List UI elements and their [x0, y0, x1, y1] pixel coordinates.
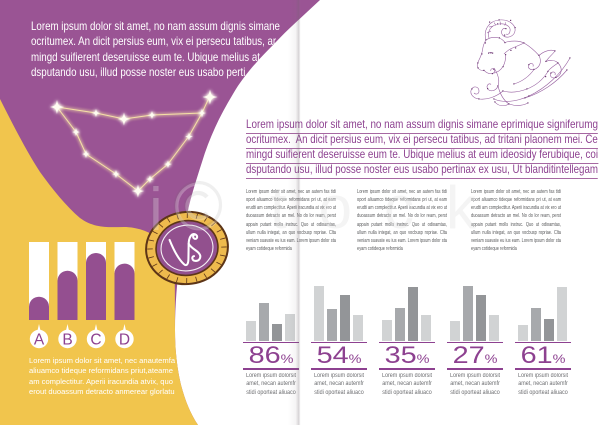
svg-text:i: i	[149, 175, 162, 238]
svg-text:A: A	[34, 332, 45, 349]
svg-text:B: B	[62, 332, 72, 349]
svg-text:D: D	[119, 332, 130, 349]
svg-text:C: C	[90, 332, 101, 349]
svg-text:tock: tock	[270, 174, 508, 238]
svg-text:tock: tock	[271, 175, 509, 238]
svg-text:i: i	[148, 174, 161, 238]
